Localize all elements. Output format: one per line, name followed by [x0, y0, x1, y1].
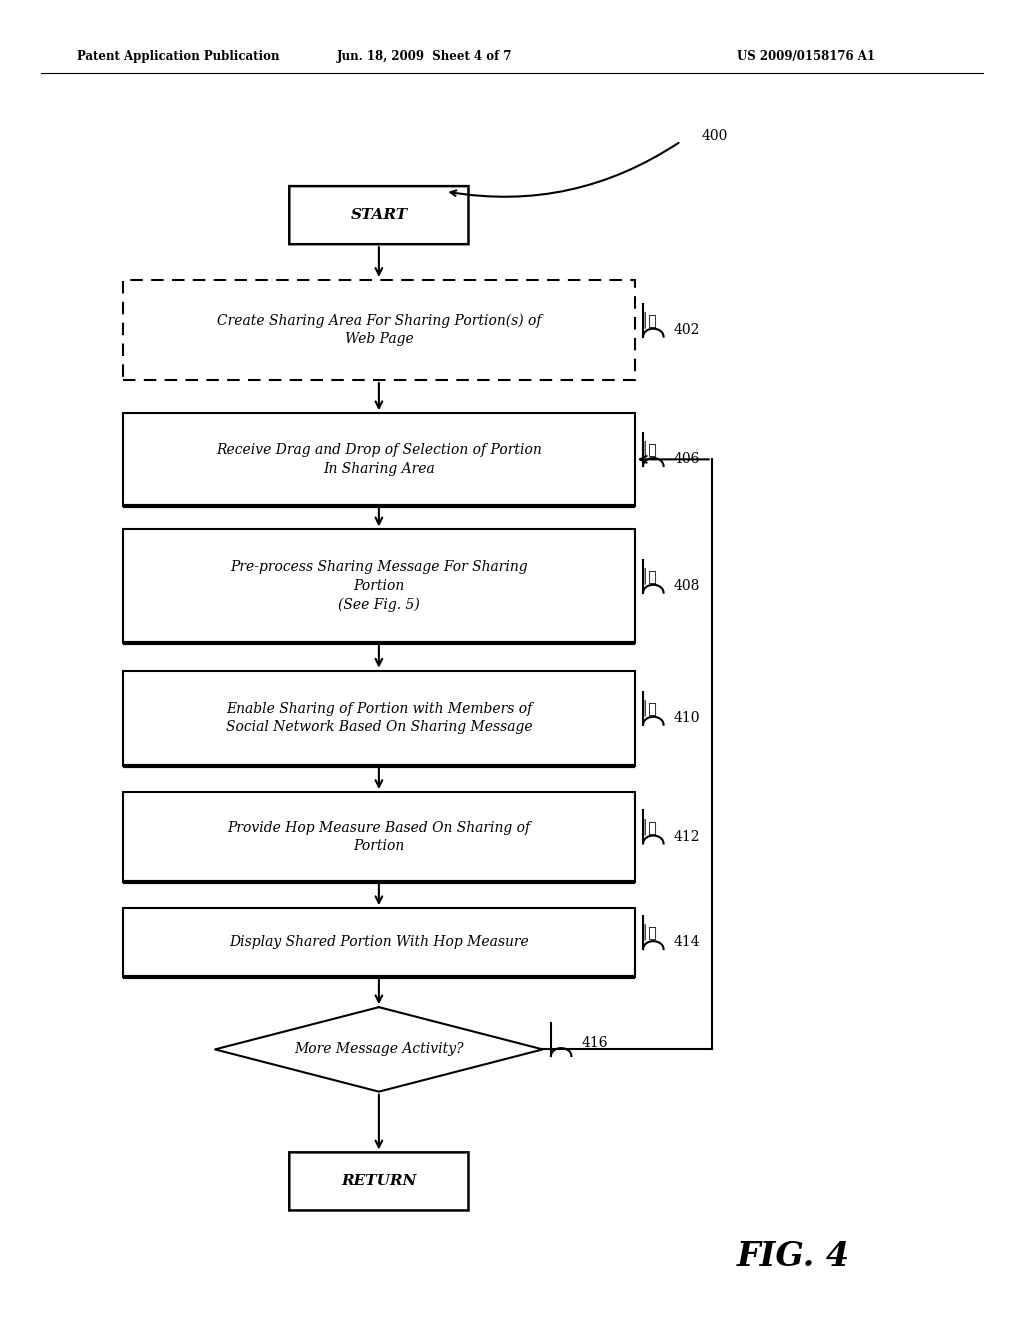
FancyBboxPatch shape — [289, 1152, 468, 1210]
Bar — [123, 280, 635, 380]
Text: │⎿: │⎿ — [640, 818, 656, 834]
Text: │⎿: │⎿ — [640, 924, 656, 940]
Text: 414: 414 — [674, 936, 700, 949]
Text: │⎿: │⎿ — [640, 312, 656, 327]
Text: 406: 406 — [674, 453, 700, 466]
Text: 416: 416 — [582, 1036, 608, 1049]
Text: 402: 402 — [674, 323, 700, 337]
Text: Provide Hop Measure Based On Sharing of
Portion: Provide Hop Measure Based On Sharing of … — [227, 821, 530, 853]
Text: US 2009/0158176 A1: US 2009/0158176 A1 — [737, 50, 876, 63]
Bar — [123, 413, 635, 506]
Text: │⎿: │⎿ — [640, 441, 656, 457]
Text: Create Sharing Area For Sharing Portion(s) of
Web Page: Create Sharing Area For Sharing Portion(… — [217, 314, 541, 346]
Text: START: START — [350, 209, 408, 222]
Text: Display Shared Portion With Hop Measure: Display Shared Portion With Hop Measure — [229, 936, 528, 949]
Text: Enable Sharing of Portion with Members of
Social Network Based On Sharing Messag: Enable Sharing of Portion with Members o… — [225, 702, 532, 734]
Text: Receive Drag and Drop of Selection of Portion
In Sharing Area: Receive Drag and Drop of Selection of Po… — [216, 444, 542, 475]
Bar — [123, 908, 635, 977]
Text: │⎿: │⎿ — [640, 700, 656, 715]
FancyBboxPatch shape — [289, 186, 468, 244]
Text: Patent Application Publication: Patent Application Publication — [77, 50, 280, 63]
Text: 410: 410 — [674, 711, 700, 725]
Text: │⎿: │⎿ — [640, 568, 656, 583]
Text: Jun. 18, 2009  Sheet 4 of 7: Jun. 18, 2009 Sheet 4 of 7 — [337, 50, 513, 63]
Text: 412: 412 — [674, 830, 700, 843]
Text: More Message Activity?: More Message Activity? — [294, 1043, 464, 1056]
Text: RETURN: RETURN — [341, 1175, 417, 1188]
Text: 408: 408 — [674, 579, 700, 593]
Text: 400: 400 — [701, 129, 728, 143]
Text: Pre-process Sharing Message For Sharing
Portion
(See Fig. 5): Pre-process Sharing Message For Sharing … — [230, 561, 527, 611]
Bar — [123, 792, 635, 882]
Text: FIG. 4: FIG. 4 — [737, 1241, 850, 1272]
Bar — [123, 671, 635, 766]
Bar — [123, 529, 635, 643]
